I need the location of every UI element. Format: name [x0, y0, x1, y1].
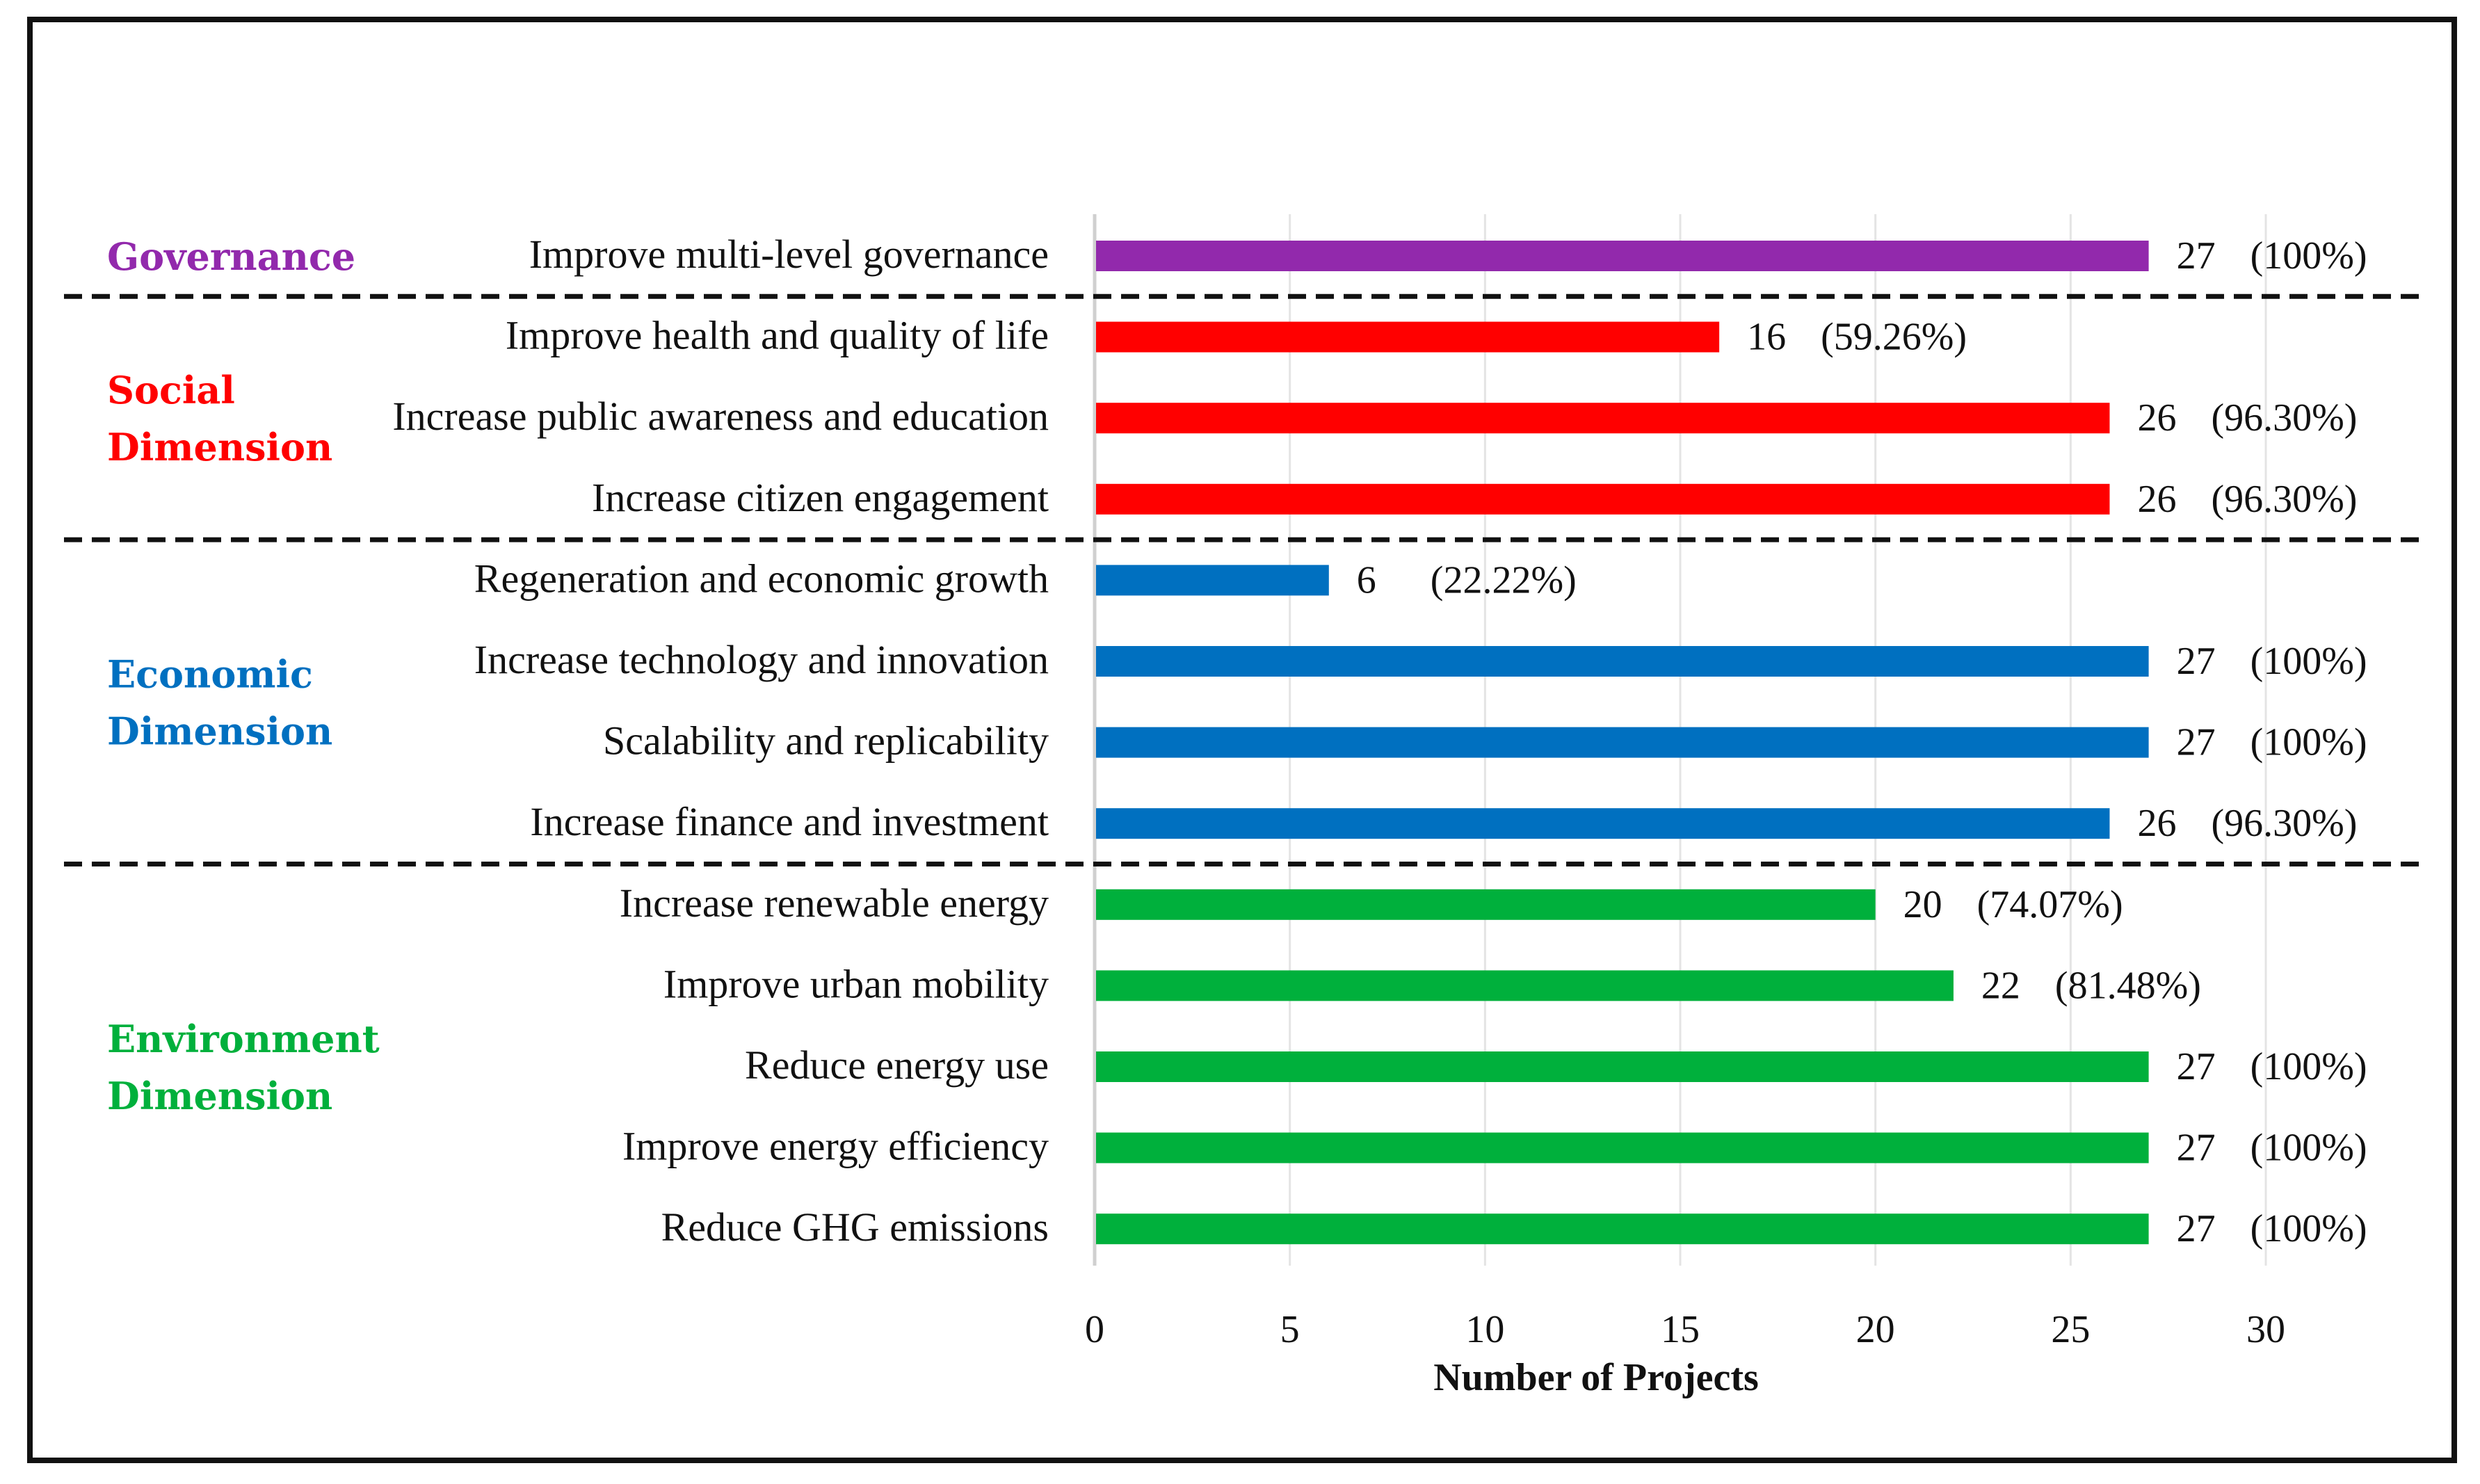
- x-tick-label: 0: [1085, 1308, 1104, 1351]
- bar: [1096, 321, 1720, 353]
- percent-label: (100%): [2250, 640, 2367, 683]
- x-tick-label: 15: [1661, 1308, 1700, 1351]
- value-label: 27: [2177, 640, 2216, 683]
- percent-label: (100%): [2250, 721, 2367, 764]
- category-label: Increase finance and investment: [530, 799, 1049, 844]
- category-label: Improve multi-level governance: [529, 232, 1049, 277]
- bar: [1096, 241, 2149, 271]
- category-label: Reduce energy use: [745, 1042, 1049, 1088]
- bar: [1096, 727, 2149, 758]
- x-tick-label: 10: [1465, 1308, 1504, 1351]
- percent-label: (96.30%): [2211, 396, 2357, 439]
- group-separators: [64, 293, 2427, 866]
- bar: [1096, 889, 1876, 920]
- dimension-label: Environment: [107, 1017, 380, 1061]
- bar: [1096, 403, 2110, 434]
- percent-label: (100%): [2250, 1045, 2367, 1088]
- category-label: Improve energy efficiency: [622, 1124, 1049, 1169]
- dimension-label: Dimension: [107, 425, 332, 469]
- bar: [1096, 565, 1329, 596]
- x-tick-label: 30: [2246, 1308, 2285, 1351]
- value-label: 27: [2177, 721, 2216, 764]
- category-label: Increase renewable energy: [620, 880, 1049, 926]
- category-label: Regeneration and economic growth: [474, 556, 1049, 601]
- percent-label: (74.07%): [1977, 883, 2123, 926]
- dimension-label: Governance: [107, 234, 355, 279]
- category-label: Improve health and quality of life: [506, 313, 1049, 358]
- value-label: 6: [1357, 558, 1376, 602]
- bar: [1096, 1213, 2149, 1245]
- x-tick-label: 25: [2051, 1308, 2090, 1351]
- value-label: 27: [2177, 1045, 2216, 1088]
- bar: [1096, 808, 2110, 839]
- value-label: 26: [2137, 802, 2176, 845]
- dimension-labels: Governance Social Dimension Economic Dimensi…: [107, 234, 380, 1118]
- x-axis-label: Number of Projects: [1433, 1356, 1759, 1399]
- value-label: 27: [2177, 234, 2216, 277]
- x-axis: Number of Projects 0 5 10 15 20 25 30: [1085, 1308, 2285, 1399]
- value-label: 27: [2177, 1207, 2216, 1250]
- dimension-label: Economic: [107, 652, 313, 696]
- value-label: 20: [1903, 883, 1942, 926]
- percent-label: (59.26%): [1821, 316, 1967, 359]
- bar: [1096, 483, 2110, 515]
- x-tick-label: 20: [1856, 1308, 1895, 1351]
- bar: [1096, 646, 2149, 677]
- percent-label: (100%): [2250, 234, 2367, 277]
- category-label: Improve urban mobility: [663, 961, 1049, 1006]
- dimension-label: Dimension: [107, 1074, 332, 1118]
- percent-label: (22.22%): [1431, 558, 1577, 602]
- value-label: 27: [2177, 1127, 2216, 1170]
- category-labels: Improve multi-level governance Improve he…: [392, 232, 1049, 1250]
- bar: [1096, 1051, 2149, 1082]
- bars: [1096, 241, 2149, 1245]
- percent-label: (96.30%): [2211, 802, 2357, 845]
- dimension-label: Social: [107, 368, 235, 412]
- x-tick-label: 5: [1280, 1308, 1300, 1351]
- percent-label: (100%): [2250, 1207, 2367, 1250]
- percent-label: (96.30%): [2211, 478, 2357, 521]
- bar: [1096, 1132, 2149, 1163]
- value-label: 26: [2137, 478, 2176, 521]
- dimension-label: Dimension: [107, 709, 332, 753]
- value-label: 16: [1747, 316, 1786, 359]
- bar: [1096, 970, 1954, 1001]
- category-label: Increase public awareness and education: [392, 394, 1049, 439]
- category-label: Scalability and replicability: [603, 718, 1049, 764]
- category-label: Increase technology and innovation: [474, 637, 1049, 682]
- value-labels: 27 (100%) 16 (59.26%) 26 (96.30%) 26 (96.30%) 6 (…: [1357, 234, 2367, 1250]
- category-label: Increase citizen engagement: [592, 475, 1049, 520]
- percent-label: (100%): [2250, 1127, 2367, 1170]
- category-label: Reduce GHG emissions: [661, 1204, 1049, 1250]
- percent-label: (81.48%): [2055, 964, 2201, 1007]
- value-label: 22: [1981, 964, 2020, 1007]
- value-label: 26: [2137, 396, 2176, 439]
